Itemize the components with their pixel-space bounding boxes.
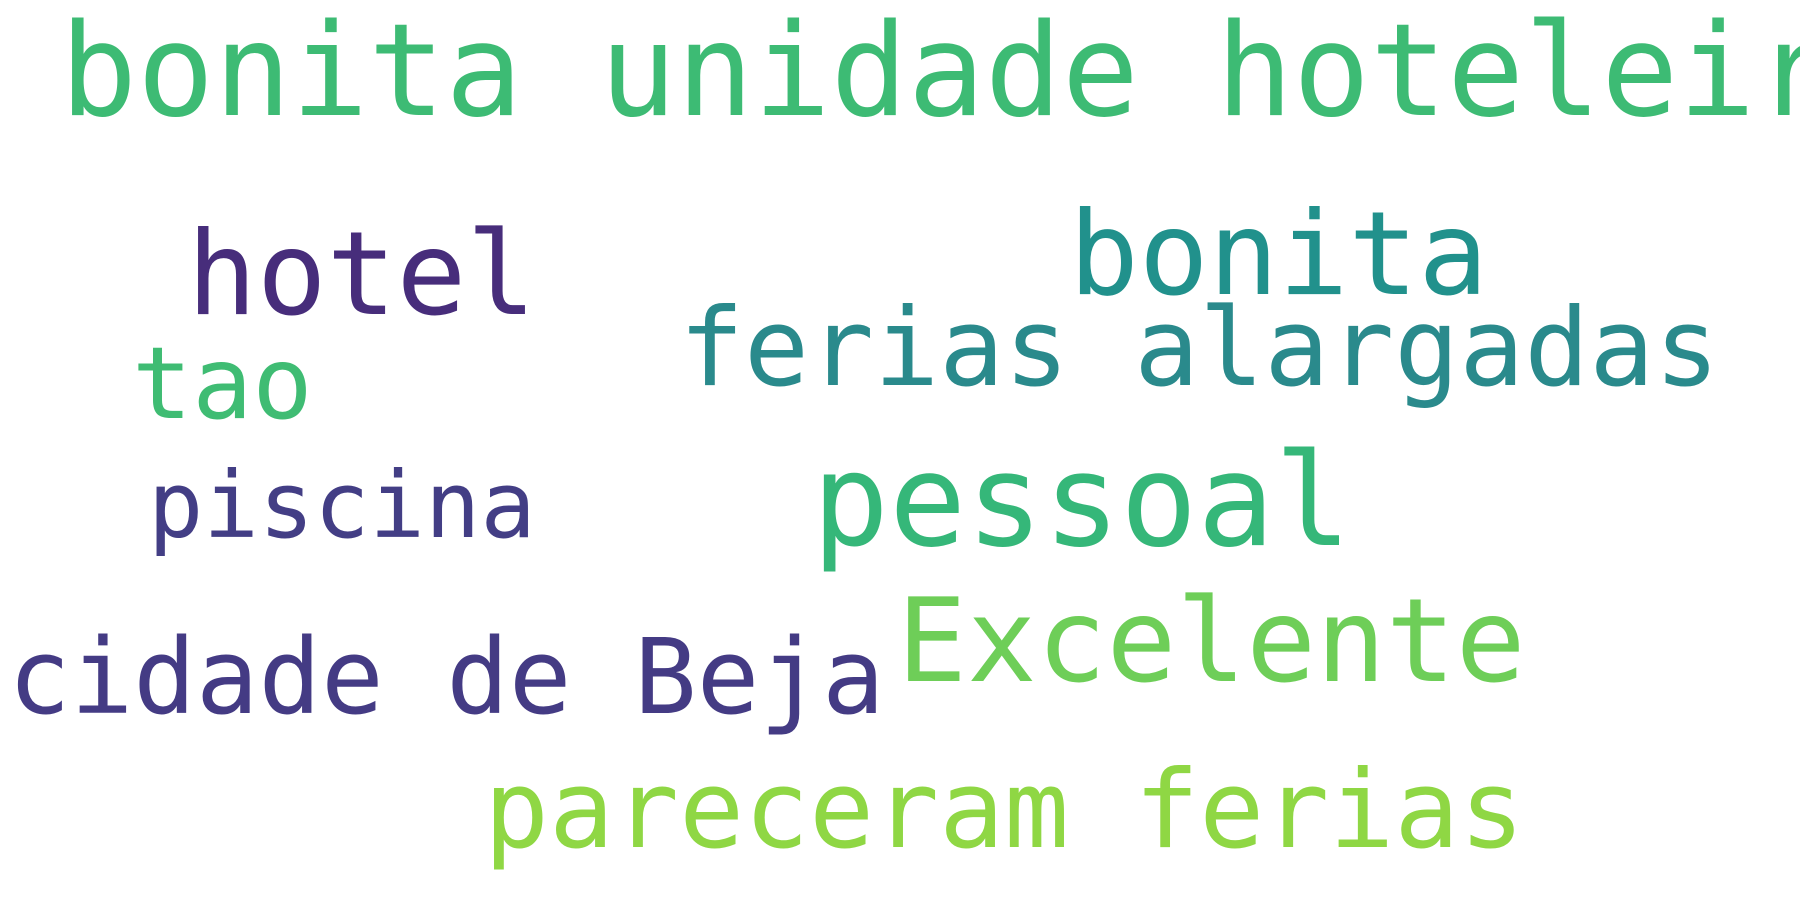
word-bonita-unidade-hoteleira: bonita unidade hoteleira: [60, 0, 1800, 146]
word-excelente: Excelente: [897, 574, 1526, 709]
word-cidade-de-beja: cidade de Beja: [8, 616, 885, 738]
word-bonita: bonita: [1069, 187, 1489, 322]
word-ferias-alargadas: ferias alargadas: [679, 286, 1720, 411]
word-pessoal: pessoal: [812, 427, 1352, 576]
word-hotel: hotel: [187, 207, 537, 342]
word-piscina: piscina: [148, 452, 536, 559]
word-pareceram-ferias: pareceram ferias: [484, 748, 1525, 873]
word-tao: tao: [132, 325, 313, 442]
